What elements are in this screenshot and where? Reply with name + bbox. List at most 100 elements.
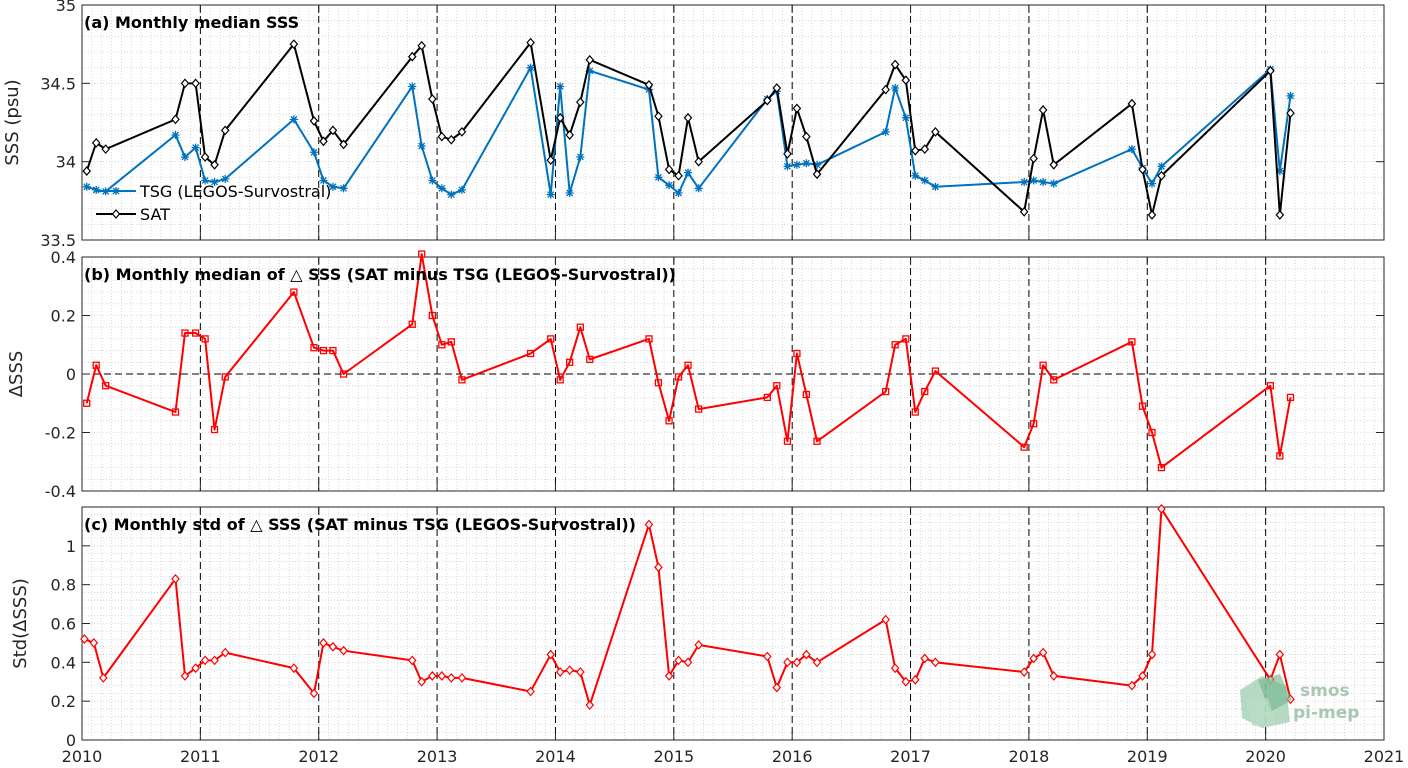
data-point (772, 682, 782, 693)
data-point (89, 638, 99, 648)
data-point (585, 66, 594, 75)
data-point (457, 126, 467, 137)
data-point (555, 112, 565, 123)
data-point (644, 79, 654, 90)
data-point (201, 176, 210, 185)
data-point (931, 657, 940, 668)
legend-swatch-marker (112, 187, 120, 195)
data-point (1029, 176, 1038, 185)
data-point (417, 676, 427, 687)
data-point (1275, 210, 1285, 220)
data-point (191, 78, 200, 89)
data-point (437, 184, 446, 193)
data-point (1147, 210, 1157, 220)
x-tick-label: 2016 (772, 747, 813, 766)
data-point (556, 376, 564, 384)
data-point (181, 329, 189, 337)
data-point (526, 349, 535, 358)
y-tick-label: 0 (66, 731, 76, 750)
data-point (180, 671, 190, 681)
data-point (911, 171, 920, 180)
data-point (1127, 145, 1136, 154)
data-point (1138, 671, 1147, 681)
data-point (890, 59, 900, 70)
data-point (802, 390, 811, 399)
x-tick-label: 2012 (298, 747, 339, 766)
data-point (80, 634, 89, 644)
data-point (674, 189, 683, 197)
data-point (437, 671, 447, 681)
data-point (684, 168, 693, 177)
x-tick-label: 2017 (890, 747, 931, 766)
data-point (654, 111, 663, 122)
data-point (793, 349, 801, 358)
y-tick-label: 34.5 (40, 74, 76, 93)
data-point (802, 649, 811, 660)
data-point (920, 176, 929, 185)
data-point (1050, 376, 1058, 384)
y-tick-label: 0.4 (51, 248, 76, 267)
y-tick-label: 35 (56, 0, 76, 15)
data-point (812, 169, 822, 180)
data-point (408, 82, 417, 91)
data-point (1148, 179, 1157, 188)
data-point (1029, 153, 1038, 164)
data-point (329, 346, 337, 355)
data-point (171, 408, 180, 416)
data-point (289, 115, 298, 124)
data-point (783, 162, 792, 171)
data-point (1127, 98, 1137, 109)
data-point (1148, 428, 1156, 437)
data-point (695, 405, 703, 413)
data-point (428, 176, 437, 185)
y-tick-label: 0.8 (51, 576, 76, 595)
data-point (792, 657, 802, 668)
data-point (1138, 402, 1147, 410)
y-tick-label: 0.2 (51, 307, 76, 326)
data-point (783, 657, 792, 668)
data-point (901, 676, 911, 687)
data-point (1039, 361, 1047, 369)
data-point (339, 645, 348, 656)
data-point (82, 166, 92, 176)
legend-label: TSG (LEGOS-Survostral) (139, 182, 331, 201)
data-point (180, 78, 190, 89)
data-point (1049, 159, 1059, 170)
data-point (526, 37, 535, 48)
x-tick-label: 2020 (1245, 747, 1286, 766)
x-tick-label: 2011 (180, 747, 221, 766)
data-point (407, 51, 417, 62)
data-point (1029, 420, 1038, 428)
data-point (1157, 504, 1166, 514)
data-point (200, 655, 210, 666)
data-point (1049, 671, 1059, 681)
data-point (585, 54, 595, 65)
data-point (437, 131, 447, 142)
data-point (931, 367, 940, 375)
data-point (901, 75, 911, 86)
data-point (763, 393, 771, 402)
data-point (171, 131, 180, 140)
data-point (221, 373, 229, 381)
data-point (1276, 452, 1284, 460)
data-point (1157, 162, 1166, 171)
panel-title: (c) Monthly std of △ SSS (SAT minus TSG … (84, 515, 636, 534)
data-point (674, 373, 683, 381)
data-point (447, 338, 455, 346)
data-point (576, 323, 584, 331)
data-point (1019, 667, 1029, 677)
data-point (1275, 167, 1284, 176)
data-point (428, 311, 437, 320)
legend-swatch-marker (111, 209, 121, 219)
data-point (319, 176, 328, 185)
data-point (931, 126, 940, 137)
data-point (546, 155, 556, 166)
data-point (674, 170, 683, 181)
data-point (191, 329, 200, 337)
data-point (921, 387, 929, 396)
data-point (417, 40, 427, 51)
y-tick-label: 0 (66, 365, 76, 384)
data-point (309, 688, 319, 699)
data-point (664, 164, 674, 175)
data-point (881, 614, 890, 625)
